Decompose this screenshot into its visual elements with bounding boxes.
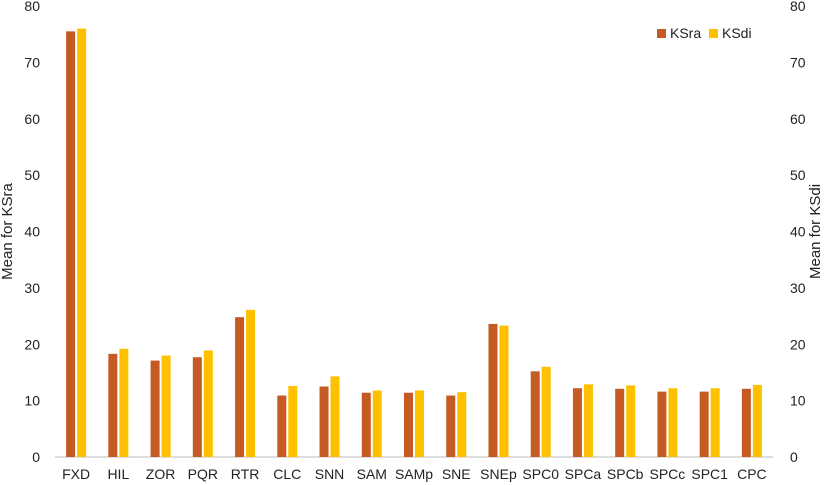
bar-ksra-spca <box>572 388 582 457</box>
x-tick-label: SAM <box>357 466 387 482</box>
left-y-tick-label: 10 <box>24 393 40 409</box>
x-tick-label: CLC <box>273 466 301 482</box>
x-tick-label: SPC0 <box>522 466 559 482</box>
bar-ksra-zor <box>150 360 160 457</box>
x-tick-label: ZOR <box>146 466 176 482</box>
bar-ksdi-spcc <box>668 388 678 457</box>
bar-ksdi-spcb <box>626 385 636 457</box>
right-y-tick-label: 50 <box>790 167 806 183</box>
left-y-tick-label: 50 <box>24 167 40 183</box>
right-y-axis-ticks: 0 10 20 30 40 50 60 70 80 <box>790 0 806 465</box>
y-axis-label-left: Mean for KSra <box>0 182 16 279</box>
y-axis-label-right: Mean for KSdi <box>807 184 824 279</box>
right-y-tick-label: 30 <box>790 280 806 296</box>
legend-label-ksra: KSra <box>670 25 701 41</box>
bar-ksdi-fxd <box>77 28 87 458</box>
legend-swatch-ksdi <box>709 29 718 38</box>
left-y-tick-label: 30 <box>24 280 40 296</box>
right-y-tick-label: 20 <box>790 336 806 352</box>
left-y-tick-label: 60 <box>24 111 40 127</box>
bar-ksra-spc1 <box>699 391 709 457</box>
bar-ksdi-zor <box>161 355 171 457</box>
bar-ksra-hil <box>108 353 118 457</box>
bar-ksdi-spc1 <box>710 388 720 457</box>
bar-ksdi-spc0 <box>541 366 551 457</box>
x-tick-label: SPCa <box>565 466 602 482</box>
left-y-tick-label: 70 <box>24 54 40 70</box>
right-y-tick-label: 80 <box>790 0 806 14</box>
left-y-tick-label: 20 <box>24 336 40 352</box>
x-axis-ticks: FXD HIL ZOR PQR RTR CLC SNN SAM SAMp SNE SNEp SPC0 S… <box>62 466 767 482</box>
bar-ksra-snn <box>319 386 329 457</box>
bar-ksra-cpc <box>741 388 751 457</box>
bar-ksdi-spca <box>583 384 593 457</box>
bar-ksra-snep <box>488 323 498 457</box>
x-tick-label: SPC1 <box>691 466 728 482</box>
bar-ksdi-sne <box>457 392 467 457</box>
bars <box>66 28 762 458</box>
bar-ksdi-samp <box>415 390 424 457</box>
bar-ksra-spcb <box>615 388 625 457</box>
bar-ksra-clc <box>277 395 287 457</box>
bar-ksdi-sam <box>372 390 382 457</box>
bar-ksra-fxd <box>66 31 76 458</box>
x-tick-label: SNN <box>315 466 345 482</box>
bar-ksra-sne <box>446 395 456 457</box>
bar-ksra-sam <box>361 392 371 457</box>
x-tick-label: FXD <box>62 466 90 482</box>
left-y-axis-ticks: 0 10 20 30 40 50 60 70 80 <box>24 0 40 465</box>
bar-ksdi-hil <box>119 348 129 457</box>
x-tick-label: SPCb <box>607 466 644 482</box>
right-y-tick-label: 40 <box>790 224 806 240</box>
bar-ksra-spc0 <box>530 371 540 457</box>
legend-swatch-ksra <box>657 29 666 38</box>
x-tick-label: CPC <box>737 466 767 482</box>
left-y-tick-label: 0 <box>32 449 40 465</box>
left-y-tick-label: 80 <box>24 0 40 14</box>
left-y-tick-label: 40 <box>24 224 40 240</box>
bar-ksra-pqr <box>192 357 202 457</box>
bar-ksdi-pqr <box>203 350 213 457</box>
legend-label-ksdi: KSdi <box>722 25 752 41</box>
bar-ksdi-snep <box>499 325 509 457</box>
bar-ksdi-snn <box>330 376 340 457</box>
right-y-tick-label: 10 <box>790 393 806 409</box>
right-y-tick-label: 0 <box>790 449 798 465</box>
x-tick-label: SAMp <box>395 466 433 482</box>
bar-ksra-spcc <box>657 391 667 457</box>
bar-ksdi-cpc <box>752 384 762 457</box>
x-tick-label: RTR <box>231 466 260 482</box>
bar-ksdi-rtr <box>246 309 256 457</box>
x-tick-label: SPCc <box>650 466 686 482</box>
x-tick-label: PQR <box>188 466 218 482</box>
legend: KSra KSdi <box>657 25 752 41</box>
bar-ksra-samp <box>404 392 413 457</box>
bar-ksra-rtr <box>235 317 245 457</box>
x-tick-label: HIL <box>107 466 129 482</box>
x-tick-label: SNE <box>442 466 471 482</box>
x-tick-label: SNEp <box>480 466 517 482</box>
right-y-tick-label: 60 <box>790 111 806 127</box>
right-y-tick-label: 70 <box>790 54 806 70</box>
bar-ksdi-clc <box>288 385 298 457</box>
